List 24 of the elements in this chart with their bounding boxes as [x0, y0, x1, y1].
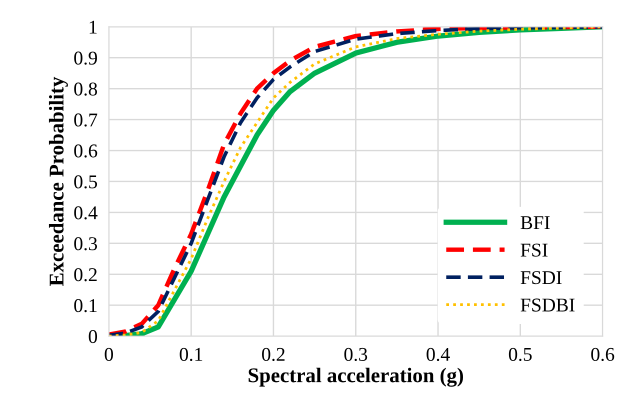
x-tick-label: 0.1	[180, 348, 202, 362]
legend-label: FSI	[520, 244, 548, 257]
x-tick-label: 0	[104, 348, 113, 361]
x-tick-label: 0.4	[426, 348, 450, 362]
y-tick-label: 0.4	[74, 206, 98, 220]
y-tick-label: 0.3	[74, 237, 98, 250]
y-tick-label: 0.9	[74, 52, 97, 65]
x-tick-label: 0.3	[344, 348, 368, 362]
legend-label: FSDBI	[520, 298, 575, 312]
y-tick-label: 0	[88, 330, 98, 344]
y-tick-label: 0.8	[74, 82, 98, 96]
y-tick-label: 0.2	[74, 268, 97, 282]
y-tick-label: 1	[90, 20, 97, 34]
legend-label: FSDI	[520, 271, 562, 284]
x-tick-label: 0.5	[508, 348, 532, 362]
x-axis-title: Spectral acceleration (g)	[248, 368, 464, 387]
y-tick-label: 0.1	[74, 299, 97, 312]
y-tick-label: 0.6	[74, 144, 98, 158]
legend-label: BFI	[520, 216, 550, 230]
x-tick-label: 0.6	[591, 348, 614, 362]
y-tick-label: 0.5	[74, 175, 98, 189]
y-tick-label: 0.7	[74, 113, 98, 127]
y-axis-title: Exceedance Probability	[48, 76, 68, 286]
x-tick-label: 0.2	[262, 348, 285, 362]
